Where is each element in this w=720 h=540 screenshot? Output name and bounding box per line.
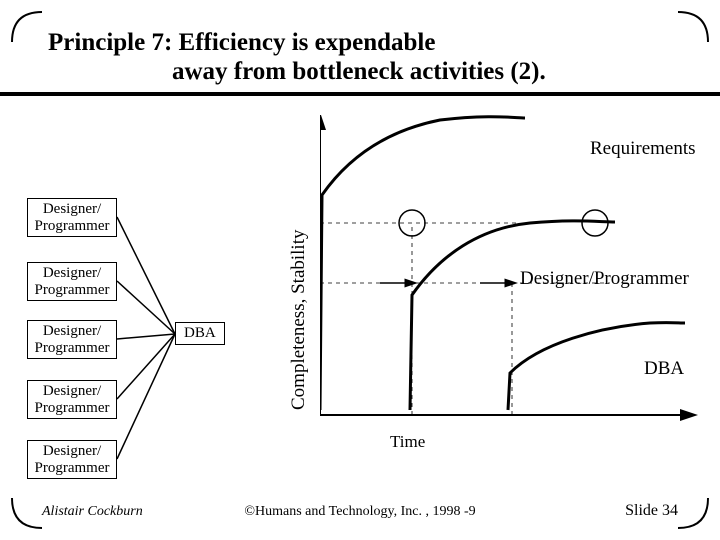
slide: Principle 7: Efficiency is expendable aw…: [0, 0, 720, 540]
footer-copyright: ©Humans and Technology, Inc. , 1998 -9: [0, 504, 720, 520]
requirements-label: Requirements: [590, 138, 696, 160]
dp-curve-label: Designer/Programmer: [520, 268, 689, 290]
x-axis-label: Time: [390, 432, 425, 452]
y-axis-label: Completeness, Stability: [288, 230, 310, 411]
connector-lines: [0, 0, 300, 520]
footer-slide-number: Slide 34: [625, 502, 678, 520]
dba-curve-label: DBA: [644, 358, 684, 380]
